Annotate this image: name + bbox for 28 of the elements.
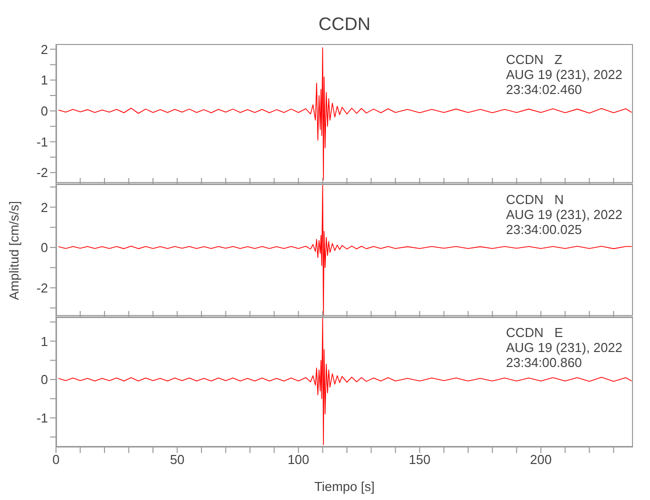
annotation: 23:34:02.460	[506, 82, 583, 97]
x-axis-title: Tiempo [s]	[314, 479, 375, 494]
y-tick-label: 2	[40, 200, 48, 215]
y-tick-label: 0	[40, 372, 48, 388]
annotation: AUG 19 (231), 2022	[506, 207, 622, 222]
x-tick-label: 100	[288, 452, 310, 468]
x-tick-label: 0	[52, 452, 60, 468]
annotation: 23:34:00.025	[506, 222, 583, 237]
y-tick-label: 2	[40, 42, 48, 57]
y-tick-label: -1	[36, 134, 48, 150]
y-tick-label: -2	[36, 165, 48, 180]
annotation: AUG 19 (231), 2022	[506, 67, 622, 82]
y-tick-label: 0	[40, 104, 48, 119]
y-axis-title: Amplitud [cm/s/s]	[6, 201, 22, 300]
y-tick-label: -1	[36, 410, 48, 426]
chart-title: CCDN	[318, 14, 372, 35]
annotation: CCDN Z	[506, 52, 564, 67]
annotation: AUG 19 (231), 2022	[506, 340, 622, 355]
y-tick-label: 1	[40, 334, 48, 349]
x-tick-label: 200	[530, 452, 552, 468]
x-tick-label: 150	[408, 452, 431, 468]
y-tick-label: 1	[40, 72, 48, 88]
annotation: 23:34:00.860	[506, 355, 583, 370]
annotation: CCDN E	[506, 325, 564, 340]
y-tick-label: -2	[36, 280, 48, 296]
annotation: CCDN N	[506, 192, 565, 207]
x-tick-label: 50	[170, 452, 184, 468]
y-tick-label: 0	[40, 240, 48, 256]
